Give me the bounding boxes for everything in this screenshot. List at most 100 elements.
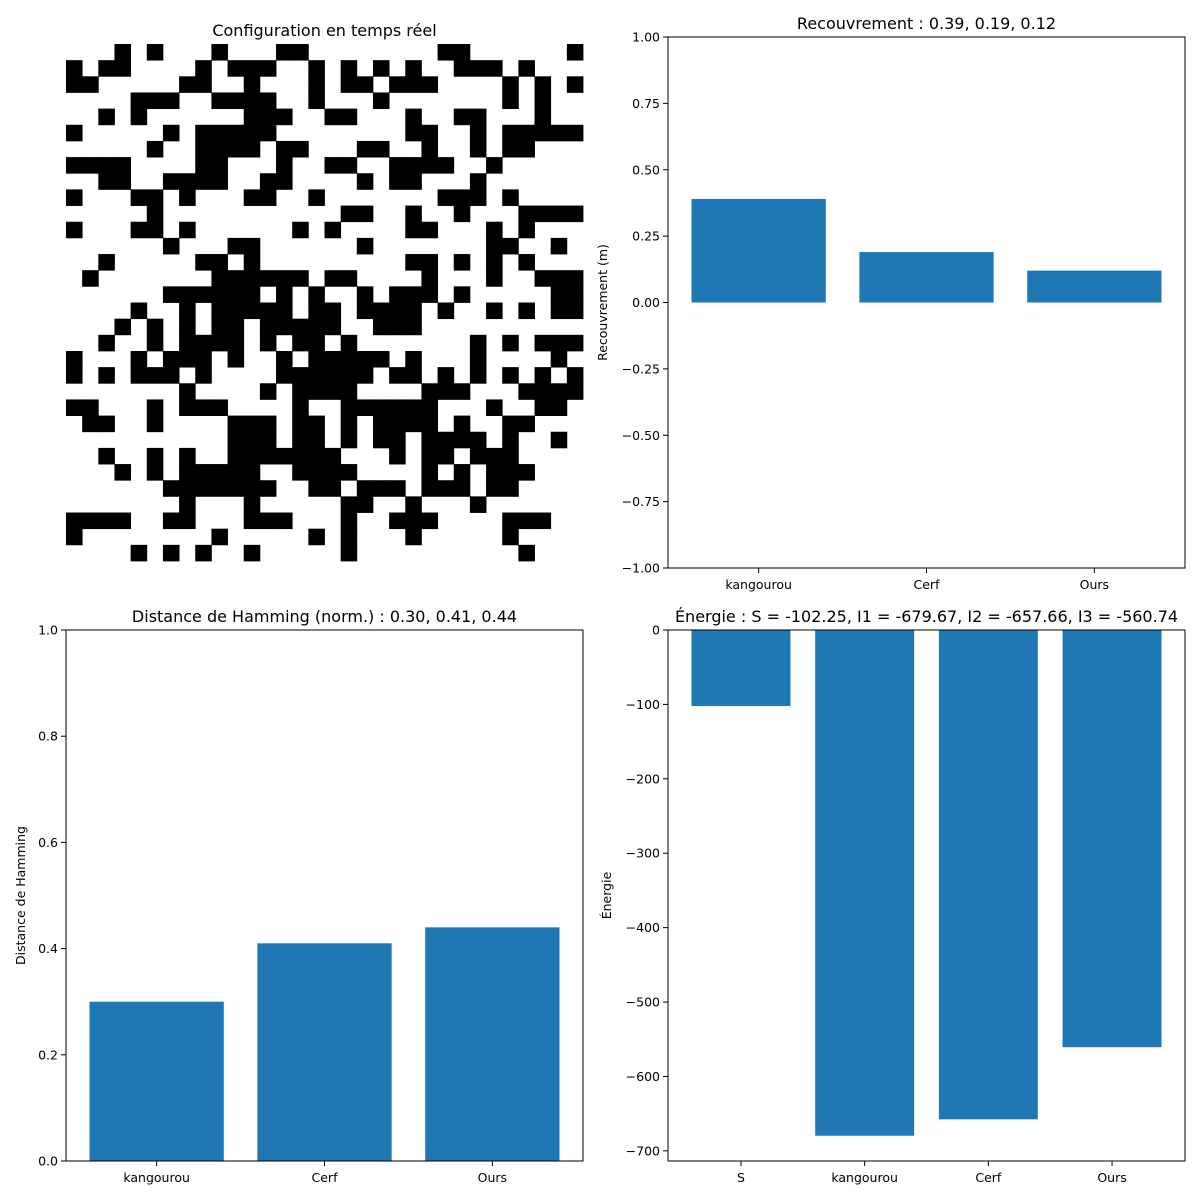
grid-cell-black <box>308 383 325 400</box>
grid-cell-black <box>82 270 99 287</box>
grid-cell-black <box>114 512 132 530</box>
grid-cell-black <box>66 157 83 174</box>
grid-cell-black <box>372 140 390 158</box>
grid-cell-black <box>372 350 390 368</box>
grid-cell-black <box>66 60 83 77</box>
y-tick-label: 0.4 <box>38 941 58 956</box>
grid-cell-black <box>421 383 438 400</box>
grid-cell-black <box>227 464 245 481</box>
grid-cell-black <box>276 302 293 320</box>
grid-cell-black <box>534 76 552 93</box>
grid-cell-black <box>276 286 293 303</box>
y-axis-label: Recouvrement (m) <box>595 244 610 361</box>
y-tick-label: 0.00 <box>632 295 660 310</box>
grid-cell-black <box>518 140 535 158</box>
y-tick-label: 0.6 <box>38 835 58 850</box>
grid-cell-black <box>324 350 342 368</box>
grid-cell-black <box>389 318 406 336</box>
grid-cell-black <box>243 189 261 206</box>
grid-cell-black <box>259 189 277 206</box>
grid-cell-black <box>518 302 535 320</box>
grid-cell-black <box>356 237 374 255</box>
grid-cell-black <box>324 383 342 400</box>
grid-cell-black <box>550 124 568 142</box>
grid-cell-black <box>130 367 148 384</box>
grid-cell-black <box>340 464 358 481</box>
grid-cell-black <box>259 270 277 287</box>
grid-cell-black <box>243 431 261 449</box>
grid-cell-black <box>179 447 196 465</box>
grid-cell-black <box>340 108 358 126</box>
grid-cell-black <box>340 367 358 384</box>
grid-cell-black <box>308 334 325 352</box>
grid-cell-black <box>227 270 245 287</box>
grid-cell-black <box>502 124 519 142</box>
y-tick-label: −100 <box>626 697 660 712</box>
grid-cell-black <box>146 189 164 206</box>
grid-cell-black <box>146 367 164 384</box>
grid-cell-black <box>356 76 374 93</box>
grid-cell-black <box>130 92 148 110</box>
grid-cell-black <box>259 92 277 110</box>
grid-cell-black <box>437 447 455 465</box>
grid-cell-black <box>162 173 180 190</box>
grid-cell-black <box>98 512 115 530</box>
grid-cell-black <box>469 60 487 77</box>
grid-cell-black <box>308 76 325 93</box>
grid-cell-black <box>292 464 309 481</box>
grid-cell-black <box>259 383 277 400</box>
grid-cell-black <box>469 447 487 465</box>
grid-cell-black <box>179 350 196 368</box>
grid-cell-black <box>502 431 519 449</box>
grid-cell-black <box>469 334 487 352</box>
grid-cell-black <box>534 270 552 287</box>
grid-cell-black <box>356 367 374 384</box>
grid-cell-black <box>469 496 487 513</box>
grid-cell-black <box>114 44 132 61</box>
grid-cell-black <box>502 480 519 497</box>
grid-cell-black <box>162 544 180 562</box>
y-tick-label: −0.25 <box>622 361 660 376</box>
grid-cell-black <box>518 60 535 77</box>
grid-cell-black <box>195 124 212 142</box>
grid-cell-black <box>534 205 552 223</box>
grid-cell-black <box>566 334 584 352</box>
grid-cell-black <box>259 415 277 433</box>
grid-cell-black <box>146 334 164 352</box>
grid-cell-black <box>211 302 228 320</box>
grid-cell-black <box>276 270 293 287</box>
grid-cell-black <box>486 480 503 497</box>
grid-cell-black <box>340 415 358 433</box>
grid-cell-black <box>518 254 535 271</box>
grid-cell-black <box>421 399 438 416</box>
grid-cell-black <box>243 544 261 562</box>
grid-cell-black <box>195 334 212 352</box>
grid-cell-black <box>405 124 422 142</box>
grid-cell-black <box>243 237 261 255</box>
grid-cell-black <box>162 286 180 303</box>
grid-cell-black <box>356 350 374 368</box>
grid-cell-black <box>243 124 261 142</box>
bar-kangourou <box>815 630 915 1136</box>
chart-title: Distance de Hamming (norm.) : 0.30, 0.41… <box>132 607 517 626</box>
grid-cell-black <box>227 318 245 336</box>
grid-cell-black <box>259 447 277 465</box>
grid-cell-black <box>469 350 487 368</box>
grid-cell-black <box>405 286 422 303</box>
grid-cell-black <box>179 76 196 93</box>
grid-cell-black <box>405 108 422 126</box>
grid-cell-black <box>421 124 438 142</box>
grid-cell-black <box>566 286 584 303</box>
grid-cell-black <box>389 367 406 384</box>
grid-cell-black <box>276 140 293 158</box>
grid-cell-black <box>421 431 438 449</box>
grid-cell-black <box>114 157 132 174</box>
subplot-3: Énergie : S = -102.25, I1 = -679.67, I2 … <box>599 607 1186 1185</box>
grid-cell-black <box>566 76 584 93</box>
grid-cell-black <box>518 544 535 562</box>
grid-cell-black <box>243 302 261 320</box>
grid-cell-black <box>114 464 132 481</box>
grid-cell-black <box>179 189 196 206</box>
grid-cell-black <box>502 334 519 352</box>
grid-cell-black <box>389 302 406 320</box>
